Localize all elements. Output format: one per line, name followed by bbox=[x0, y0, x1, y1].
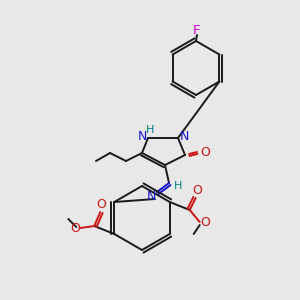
Text: O: O bbox=[200, 217, 210, 230]
Text: O: O bbox=[200, 146, 210, 158]
Text: O: O bbox=[70, 221, 80, 235]
Text: F: F bbox=[193, 23, 201, 37]
Text: O: O bbox=[96, 199, 106, 212]
Text: H: H bbox=[174, 181, 182, 191]
Text: H: H bbox=[146, 125, 154, 135]
Text: N: N bbox=[146, 190, 156, 203]
Text: N: N bbox=[179, 130, 189, 143]
Text: N: N bbox=[137, 130, 147, 143]
Text: O: O bbox=[192, 184, 202, 197]
